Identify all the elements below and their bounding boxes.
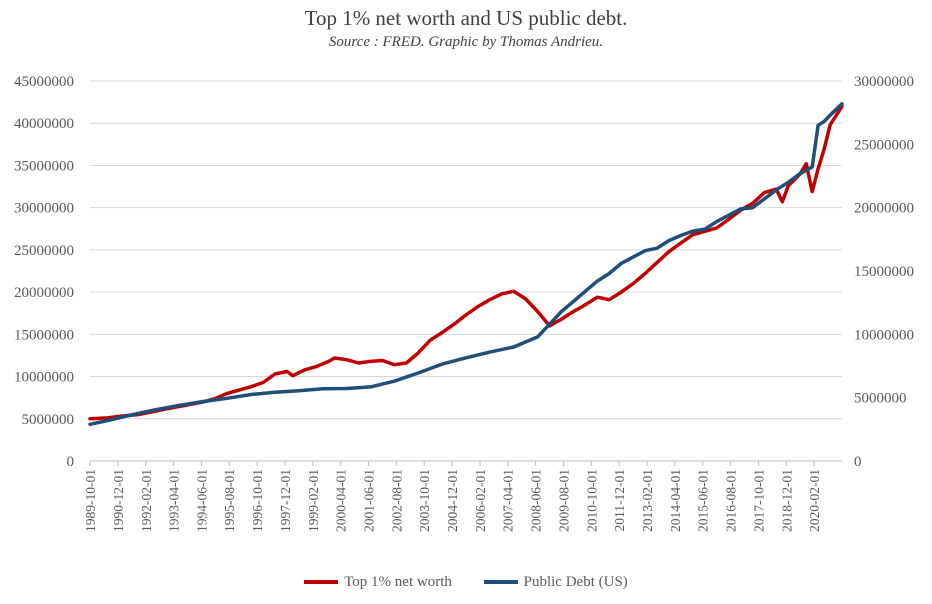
series-line-top1-net-worth: [88, 104, 844, 421]
y-left-tick-label: 40000000: [14, 116, 74, 132]
legend-item-debt: Public Debt (US): [483, 573, 628, 591]
y-left-tick-label: 25000000: [14, 243, 74, 259]
y-right-tick-label: 0: [854, 454, 862, 470]
legend-label-debt: Public Debt (US): [523, 573, 628, 590]
x-tick-label: 2000-04-01: [334, 469, 349, 532]
series-lines: [88, 102, 844, 427]
x-tick-label: 1997-12-01: [278, 469, 293, 532]
left-axis-labels: 0 5000000 10000000 15000000 20000000 25000000…: [14, 74, 74, 470]
x-tick-label: 2001-06-01: [362, 469, 377, 532]
series-line-public-debt: [88, 102, 844, 427]
x-tick-label: 2020-02-01: [807, 469, 822, 532]
x-tick-label: 2011-12-01: [612, 469, 627, 532]
x-tick-label: 2008-06-01: [529, 469, 544, 532]
x-tick-label: 2017-10-01: [751, 469, 766, 532]
y-right-tick-label: 25000000: [854, 137, 914, 153]
y-left-tick-label: 0: [67, 454, 75, 470]
x-tick-label: 2015-06-01: [696, 469, 711, 532]
x-tick-label: 1995-08-01: [222, 469, 237, 532]
y-right-tick-label: 30000000: [854, 74, 914, 90]
x-tick-label: 1992-02-01: [139, 469, 154, 532]
x-axis: 1989-10-01 1990-12-01 1992-02-01 1993-04-01…: [83, 460, 842, 532]
x-tick-label: 2009-08-01: [556, 469, 571, 532]
y-right-tick-label: 15000000: [854, 264, 914, 280]
legend-swatch-top1: [304, 580, 339, 584]
y-right-tick-label: 5000000: [854, 391, 907, 407]
chart-title: Top 1% net worth and US public debt.: [304, 6, 628, 30]
chart-subtitle: Source : FRED. Graphic by Thomas Andrieu…: [328, 34, 604, 50]
x-tick-label: 1994-06-01: [194, 469, 209, 532]
y-left-tick-label: 30000000: [14, 201, 74, 217]
x-tick-label: 1993-04-01: [167, 469, 182, 532]
x-tick-label: 2018-12-01: [779, 469, 794, 532]
gridlines: [90, 80, 842, 420]
x-tick-label: 2010-10-01: [584, 469, 599, 532]
x-tick-label: 2004-12-01: [445, 469, 460, 532]
y-left-tick-label: 45000000: [14, 74, 74, 90]
x-tick-label: 1990-12-01: [111, 469, 126, 532]
legend-swatch-debt: [483, 580, 518, 584]
legend: Top 1% net worth Public Debt (US): [0, 572, 932, 591]
x-tick-label: 2007-04-01: [501, 469, 516, 532]
x-tick-label: 2016-08-01: [724, 469, 739, 532]
y-left-tick-label: 35000000: [14, 158, 74, 174]
y-right-tick-label: 20000000: [854, 201, 914, 217]
x-tick-label: 2014-04-01: [668, 469, 683, 532]
y-left-tick-label: 15000000: [14, 327, 74, 343]
y-left-tick-label: 20000000: [14, 285, 74, 301]
x-tick-label: 1989-10-01: [83, 469, 98, 532]
y-left-tick-label: 10000000: [14, 370, 74, 386]
x-tick-label: 2006-02-01: [473, 469, 488, 532]
legend-label-top1: Top 1% net worth: [344, 573, 452, 590]
x-tick-label: 2002-08-01: [389, 469, 404, 532]
x-tick-label: 2013-02-01: [640, 469, 655, 532]
x-tick-label: 1996-10-01: [250, 469, 265, 532]
right-axis-labels: 0 5000000 10000000 15000000 20000000 25000000…: [854, 74, 914, 470]
x-tick-label: 1999-02-01: [306, 469, 321, 532]
y-right-tick-label: 10000000: [854, 327, 914, 343]
x-tick-label: 2003-10-01: [417, 469, 432, 532]
y-left-tick-label: 5000000: [22, 412, 75, 428]
legend-item-top1: Top 1% net worth: [304, 574, 452, 591]
